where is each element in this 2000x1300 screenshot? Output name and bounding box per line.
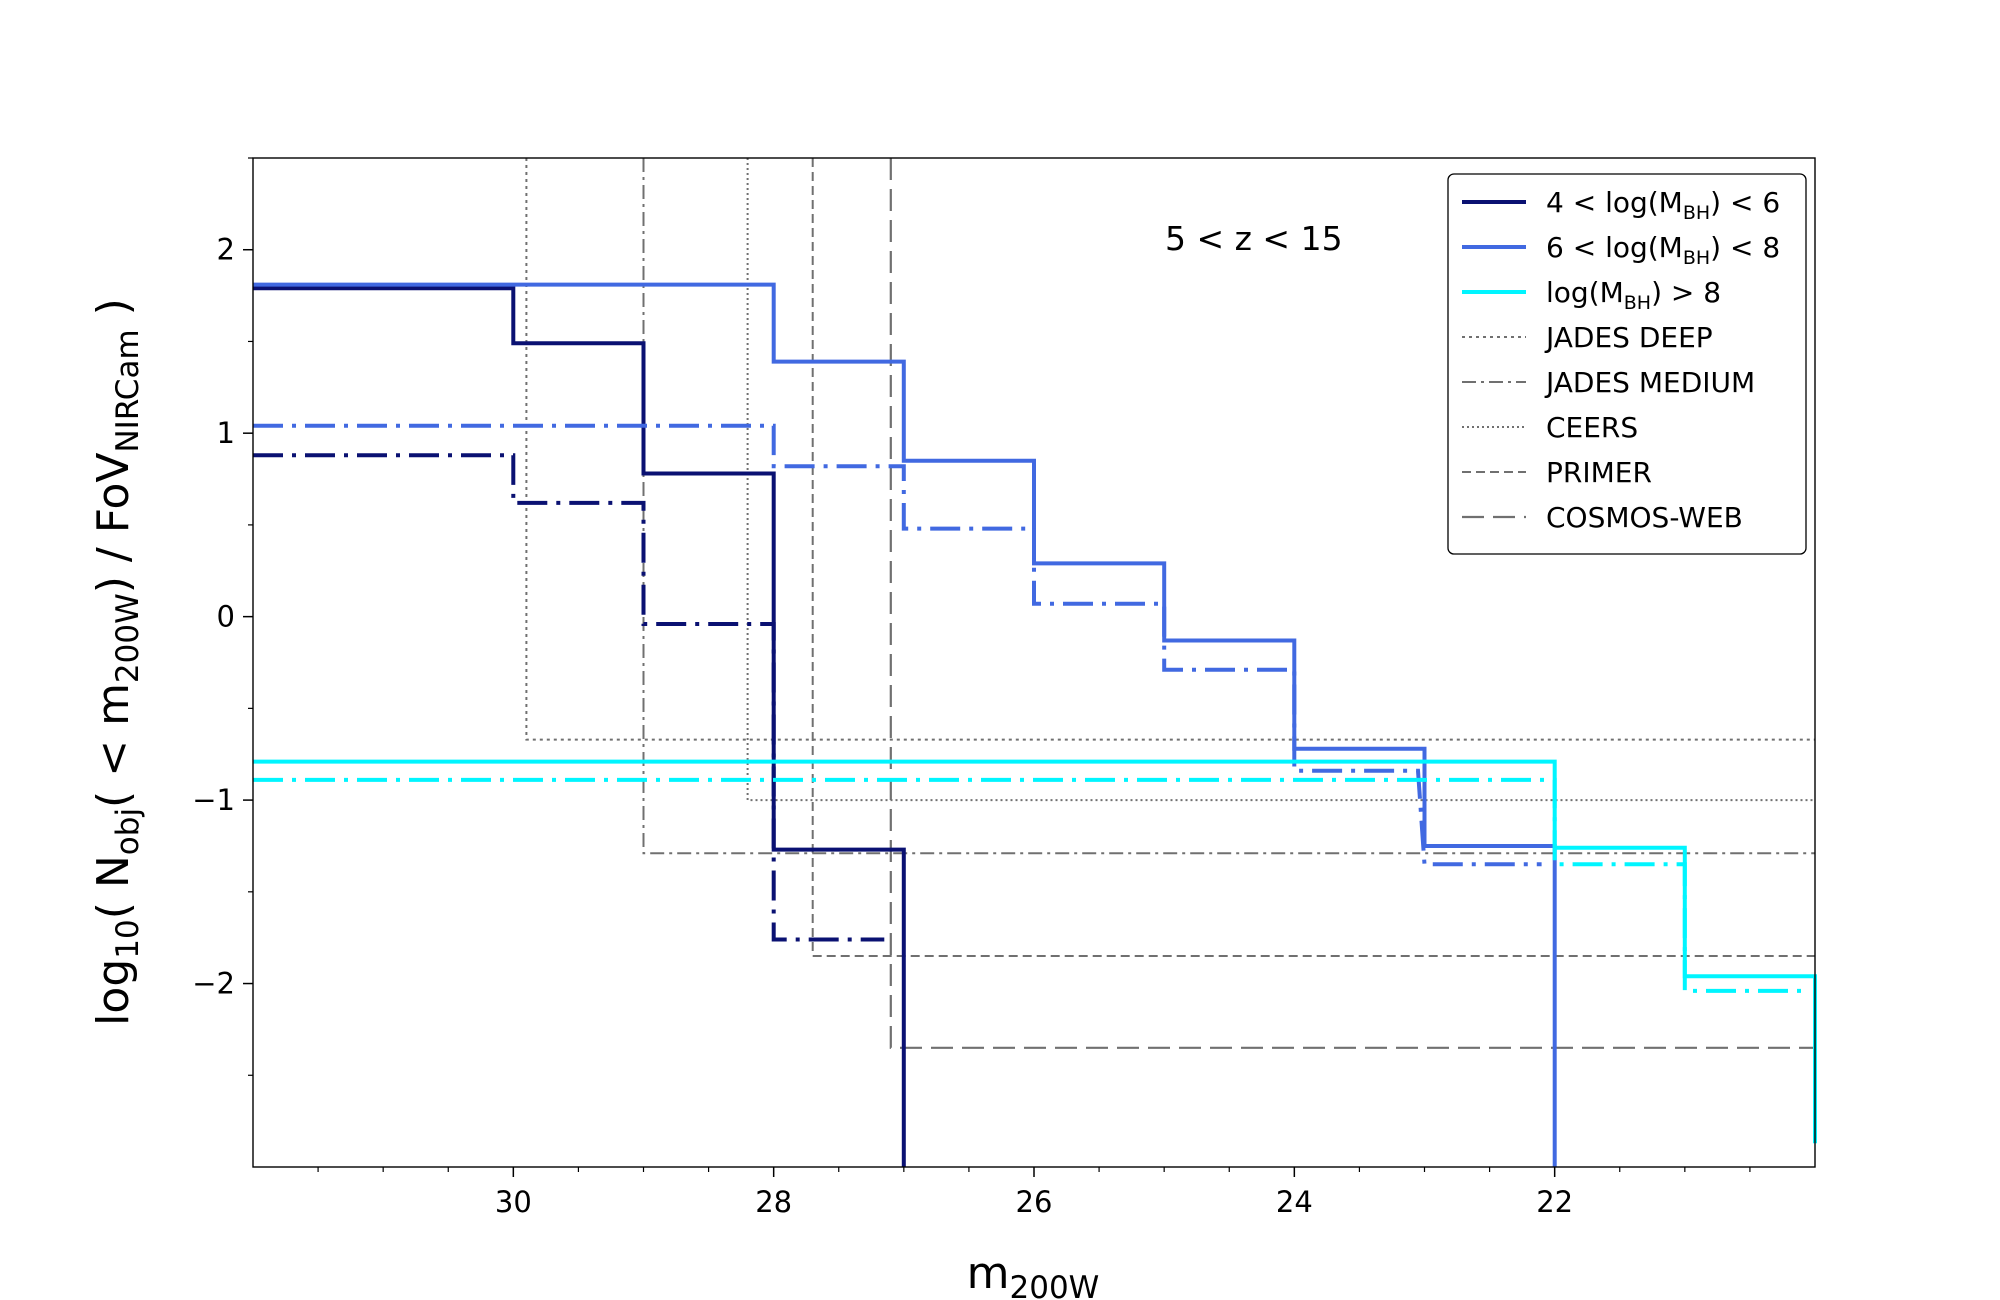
legend-entry-label: JADES MEDIUM	[1544, 366, 1755, 399]
x-tick-label: 24	[1276, 1185, 1313, 1219]
x-tick-label: 30	[495, 1185, 532, 1219]
legend: 4 < log(MBH) < 66 < log(MBH) < 8log(MBH)…	[1447, 173, 1807, 555]
legend-entry-label: 4 < log(MBH) < 6	[1546, 186, 1780, 224]
y-axis-label: log10( Nobj( < m200W) / FoVNIRCam )	[88, 298, 146, 1026]
x-tick-label: 28	[755, 1185, 792, 1219]
y-tick-label: 2	[217, 233, 235, 267]
y-tick-label: 0	[217, 600, 235, 634]
redshift-annotation: 5 < z < 15	[1165, 219, 1343, 258]
series-log-m-bh-8-dashdot	[253, 777, 1802, 993]
legend-entry-label: JADES DEEP	[1544, 321, 1713, 354]
legend-entry-label: COSMOS-WEB	[1546, 501, 1743, 534]
series-log-m-bh-8-solid	[253, 759, 1817, 1144]
series-jades-medium	[642, 158, 1815, 855]
x-axis-label: m200W	[967, 1248, 1100, 1300]
series-6-log-m-bh-8-dashdot	[253, 423, 1542, 867]
series-4-log-m-bh-6-dashdot	[253, 453, 885, 942]
y-tick-label: −2	[192, 967, 235, 1001]
x-tick-label: 26	[1016, 1185, 1053, 1219]
y-tick-label: 1	[217, 416, 235, 450]
series-4-log-m-bh-6-solid	[253, 286, 906, 1167]
series-jades-deep	[525, 158, 1815, 741]
legend-entry-label: PRIMER	[1546, 456, 1652, 489]
legend-entry-label: 6 < log(MBH) < 8	[1546, 231, 1780, 269]
x-tick-label: 22	[1536, 1185, 1573, 1219]
legend-entry-label: CEERS	[1546, 411, 1638, 444]
series-cosmos-web	[889, 158, 1815, 1049]
series-primer	[811, 158, 1815, 957]
series-6-log-m-bh-8-solid	[253, 282, 1557, 1167]
y-tick-label: −1	[192, 783, 235, 817]
legend-frame	[1447, 173, 1807, 555]
